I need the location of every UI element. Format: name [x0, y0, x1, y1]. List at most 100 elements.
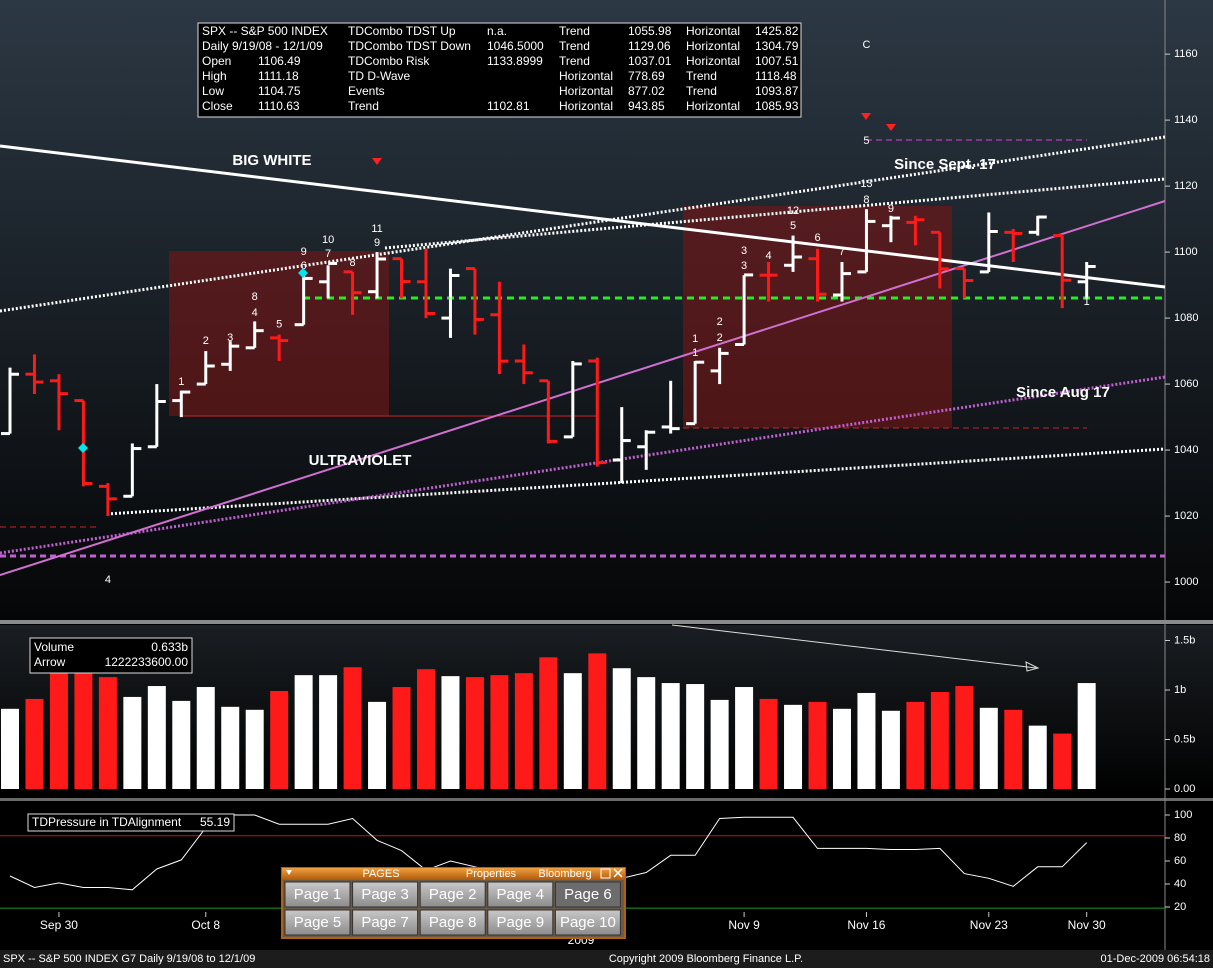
page-button-label[interactable]: Page 8	[429, 914, 477, 931]
status-bar	[0, 950, 1213, 968]
volume-bar	[465, 677, 484, 789]
tab[interactable]: Bloomberg	[538, 868, 591, 880]
page-button-label[interactable]: Page 3	[361, 886, 409, 903]
x-tick-label: Nov 30	[1068, 918, 1106, 932]
page-button[interactable]	[487, 881, 554, 908]
y-tick-label: 1020	[1174, 510, 1198, 522]
info-cell: 1104.75	[258, 84, 301, 98]
page-button[interactable]	[284, 909, 351, 936]
volume-bar	[710, 699, 729, 789]
page-button-label[interactable]: Page 6	[564, 886, 612, 903]
count-label: 4	[766, 250, 772, 262]
annotation: Since Aug 17	[1016, 384, 1110, 401]
info-cell: Trend	[686, 84, 717, 98]
y-tick-label: 1040	[1174, 444, 1198, 456]
page-button[interactable]	[419, 909, 486, 936]
legend-value: 0.633b	[151, 640, 188, 654]
volume-bar	[294, 675, 313, 789]
panel-divider	[0, 620, 1213, 624]
count-label: 7	[839, 246, 845, 258]
arrow-marker	[372, 158, 382, 165]
y-tick-label: 60	[1174, 855, 1186, 867]
volume-bar	[25, 698, 44, 789]
tab[interactable]: Properties	[466, 868, 517, 880]
page-button[interactable]	[554, 909, 621, 936]
info-cell: 1093.87	[755, 84, 799, 98]
page-button-label[interactable]: Page 9	[497, 914, 545, 931]
page-button[interactable]	[554, 881, 621, 908]
page-button[interactable]	[419, 881, 486, 908]
x-tick-label: Nov 23	[970, 918, 1008, 932]
count-label: 9	[374, 237, 380, 249]
x-tick-label: Nov 16	[847, 918, 885, 932]
page-button-label[interactable]: Page 4	[497, 886, 545, 903]
page-button-label[interactable]: Page 5	[294, 914, 342, 931]
page-button-label[interactable]: Page 1	[294, 886, 342, 903]
volume-bar	[563, 673, 582, 789]
info-cell: 943.85	[628, 99, 665, 113]
menu-icon[interactable]	[286, 870, 292, 875]
page-button[interactable]	[284, 881, 351, 908]
pressure-title: TDPressure in TDAlignment	[32, 815, 182, 829]
info-cell: 1425.82	[755, 24, 799, 38]
info-cell: 1110.63	[258, 99, 300, 113]
count-label: C	[862, 39, 870, 51]
page-button[interactable]	[352, 881, 419, 908]
volume-bar	[906, 701, 925, 789]
volume-bar	[661, 683, 680, 789]
count-label: 4	[252, 307, 258, 319]
count-label: 3	[227, 332, 233, 344]
volume-bar	[808, 701, 827, 789]
page-button[interactable]	[352, 909, 419, 936]
page-button-label[interactable]: Page 7	[361, 914, 409, 931]
y-tick-label: 20	[1174, 901, 1186, 913]
info-cell: Trend	[686, 69, 717, 83]
info-cell: 1133.8999	[487, 54, 543, 68]
page-button[interactable]	[487, 909, 554, 936]
pressure-value: 55.19	[200, 815, 230, 829]
count-label: 1	[692, 333, 698, 345]
info-cell: 877.02	[628, 84, 665, 98]
count-label: 8	[863, 194, 869, 206]
volume-bar	[857, 692, 876, 789]
count-label: 1	[692, 347, 698, 359]
info-cell: 1046.5000	[487, 39, 544, 53]
volume-bar	[1077, 683, 1096, 789]
y-tick-label: 1120	[1174, 180, 1198, 192]
info-cell: Low	[202, 84, 224, 98]
info-cell: TDCombo TDST Up	[348, 24, 456, 38]
info-cell: Close	[202, 99, 233, 113]
info-cell: Events	[348, 84, 385, 98]
arrow-head	[1025, 661, 1040, 672]
count-label: 6	[301, 260, 307, 272]
arrow-marker	[886, 124, 896, 131]
volume-bar	[392, 687, 411, 789]
page-button-label[interactable]: Page 10	[560, 914, 616, 931]
volume-bar	[759, 698, 778, 789]
y-tick-label: 80	[1174, 832, 1186, 844]
page-button-label[interactable]: Page 2	[429, 886, 477, 903]
volume-bar	[1028, 725, 1047, 789]
count-label: 8	[252, 291, 258, 303]
annotation: Since Sept. 17	[894, 156, 996, 173]
pressure-label-box	[27, 813, 235, 832]
count-label: 8	[350, 257, 356, 269]
legend-name: Arrow	[34, 655, 66, 669]
count-label: 1	[178, 376, 184, 388]
volume-bar	[979, 707, 998, 789]
legend-value: 1222233600.00	[105, 655, 189, 669]
volume-bar	[147, 686, 166, 789]
y-tick-label: 0.00	[1174, 783, 1195, 795]
y-tick-label: 1140	[1174, 114, 1198, 126]
volume-bar	[1, 708, 19, 789]
info-cell: Trend	[559, 54, 590, 68]
count-label: 3	[741, 260, 747, 272]
trend-line	[0, 135, 1166, 313]
info-cell: 1111.18	[258, 69, 299, 83]
close-button[interactable]	[613, 868, 623, 878]
info-cell: Daily 9/19/08 - 12/1/09	[202, 39, 323, 53]
count-label: 9	[888, 203, 894, 215]
maximize-button[interactable]	[600, 868, 611, 879]
x-tick-label: Oct 8	[191, 918, 220, 932]
y-tick-label: 1080	[1174, 312, 1198, 324]
